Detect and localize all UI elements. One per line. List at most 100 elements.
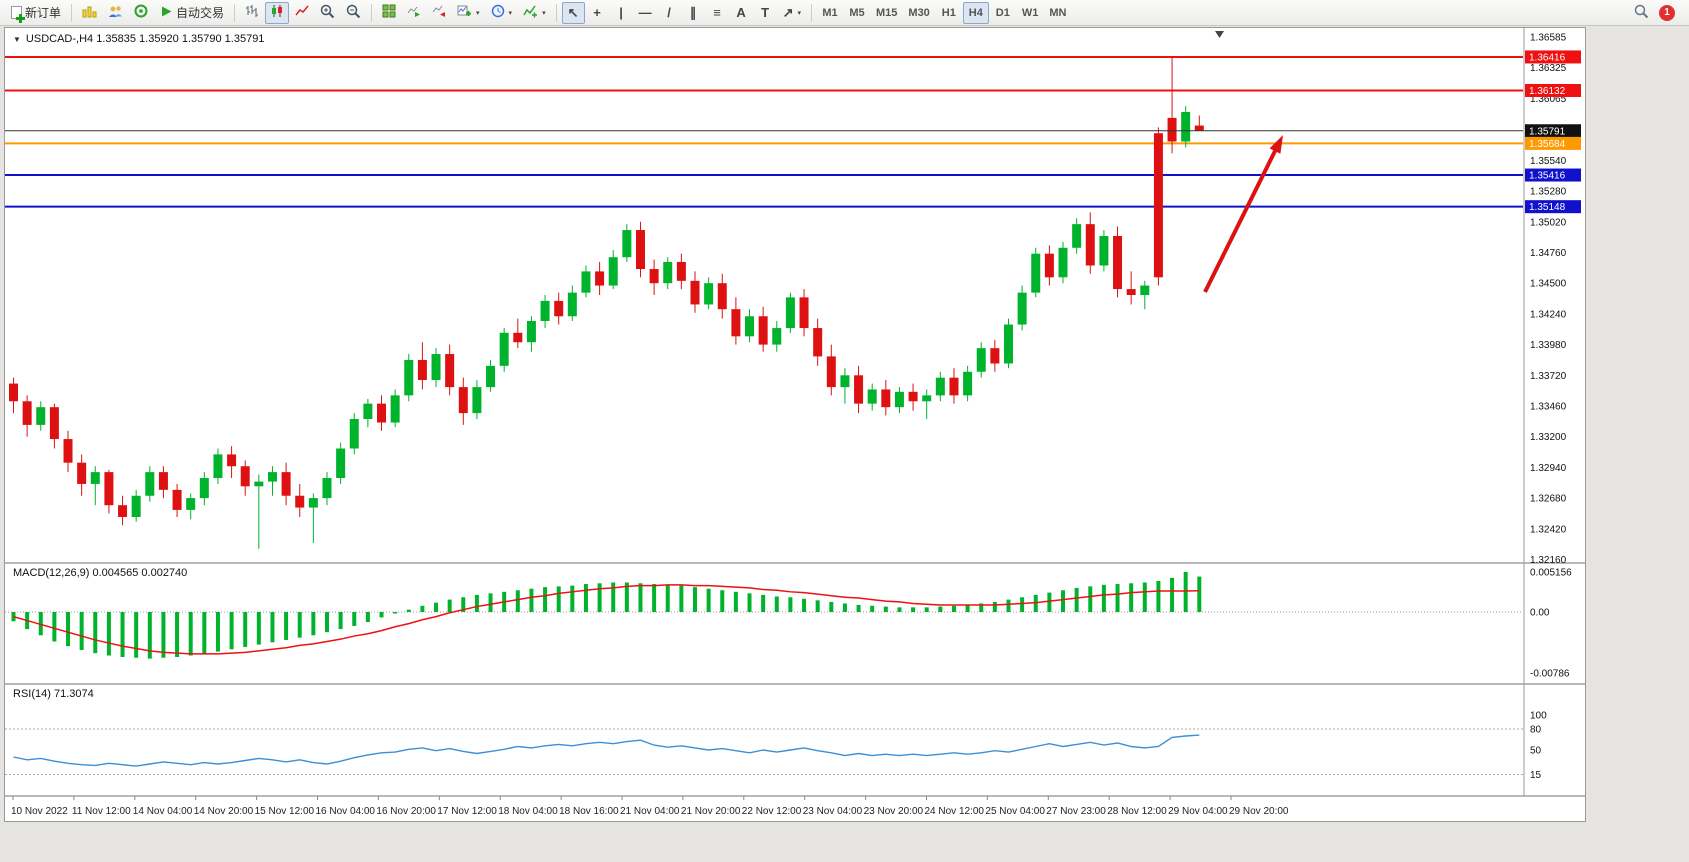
candlestick-chart-icon [270,4,284,21]
candlestick-series [9,56,1204,549]
rsi-label: RSI(14) 71.3074 [13,688,94,700]
time-axis[interactable]: 10 Nov 2022 11 Nov 12:00 14 Nov 04:00 14 No… [11,796,1289,817]
svg-text:1.36132: 1.36132 [1529,86,1566,97]
svg-text:1.33200: 1.33200 [1530,432,1567,443]
period-H4[interactable]: H4 [962,1,989,24]
svg-text:27 Nov 23:00: 27 Nov 23:00 [1046,806,1106,817]
timeframes-button[interactable]: ▾ [486,2,518,24]
autotrading-button[interactable]: 自动交易 [155,2,229,24]
horizontal-line-button[interactable]: — [634,2,657,24]
svg-text:23 Nov 20:00: 23 Nov 20:00 [864,806,924,817]
profiles-button[interactable] [103,2,128,24]
trendline-icon: / [667,5,671,20]
fibonacci-button[interactable]: ≡ [706,2,729,24]
period-MN[interactable]: MN [1049,6,1067,19]
auto-scroll-icon [407,4,421,21]
text-button[interactable]: A [730,2,753,24]
cursor-button[interactable]: ↖ [561,1,585,24]
svg-text:1.34500: 1.34500 [1530,279,1567,290]
price-axis[interactable]: 1.36585 1.36325 1.36065 1.35540 1.35280 1.350… [1530,33,1567,567]
period-M15[interactable]: M15 [876,6,898,19]
svg-text:16 Nov 20:00: 16 Nov 20:00 [376,806,436,817]
line-chart-button[interactable] [290,2,314,24]
svg-text:15 Nov 12:00: 15 Nov 12:00 [255,806,315,817]
period-M1[interactable]: M1 [822,6,838,19]
svg-text:1.33720: 1.33720 [1530,371,1567,382]
charts-button[interactable] [77,2,102,24]
macd-label: MACD(12,26,9) 0.004565 0.002740 [13,567,188,579]
svg-text:11 Nov 12:00: 11 Nov 12:00 [72,806,131,817]
trendline-button[interactable]: / [658,2,681,24]
bar-chart-button[interactable] [240,2,264,24]
chart-canvas[interactable]: 1.36585 1.36325 1.36065 1.35540 1.35280 1.350… [5,28,1585,821]
toolbar-separator [555,3,557,22]
sounds-button[interactable] [129,2,154,24]
chart-shift-button[interactable] [427,2,451,24]
svg-text:14 Nov 20:00: 14 Nov 20:00 [194,806,254,817]
text-label-button[interactable]: T [754,2,777,24]
text-label-icon: T [761,5,770,20]
svg-text:29 Nov 04:00: 29 Nov 04:00 [1168,806,1228,817]
speaker-icon [134,4,149,21]
svg-text:25 Nov 04:00: 25 Nov 04:00 [985,806,1045,817]
svg-text:50: 50 [1530,746,1542,757]
search-button[interactable] [1629,2,1654,24]
tile-windows-icon [382,4,396,21]
panel-separators[interactable] [5,28,1585,797]
svg-text:1.35791: 1.35791 [1529,126,1566,137]
auto-scroll-button[interactable] [402,2,426,24]
new-order-button[interactable]: 新订单 [6,2,66,24]
indicators-button[interactable]: ▾ [518,2,551,24]
channel-icon: ∥ [689,5,697,20]
svg-text:1.32420: 1.32420 [1530,524,1567,535]
period-M30[interactable]: M30 [908,6,930,19]
svg-text:0.00: 0.00 [1530,608,1550,619]
svg-text:1.35148: 1.35148 [1529,202,1566,213]
price-badges: 1.36416 1.36132 1.35791 1.35684 1.35416 1.351… [1525,50,1581,214]
svg-text:1.33460: 1.33460 [1530,402,1567,413]
svg-text:1.33980: 1.33980 [1530,340,1567,351]
notification-badge[interactable]: 1 [1659,4,1675,21]
zoom-out-button[interactable] [341,2,366,24]
period-D1[interactable]: D1 [995,6,1010,19]
chart-window: 1.36585 1.36325 1.36065 1.35540 1.35280 1.350… [4,27,1586,822]
period-H1[interactable]: H1 [941,6,956,19]
arrow-shapes-icon: ↗ [782,5,794,20]
zoom-out-icon [346,4,361,22]
ohlc-header: ▼ USDCAD-,H4 1.35835 1.35920 1.35790 1.3… [13,33,264,45]
chevron-down-icon: ▾ [476,9,480,17]
chevron-down-icon: ▾ [797,9,801,17]
trend-arrow[interactable] [1203,135,1283,293]
svg-text:10 Nov 2022: 10 Nov 2022 [11,806,68,817]
svg-text:1.32680: 1.32680 [1530,494,1567,505]
vertical-line-button[interactable]: | [610,2,633,24]
chevron-down-icon: ▾ [508,9,513,17]
svg-text:17 Nov 12:00: 17 Nov 12:00 [437,806,497,817]
new-chart-button[interactable]: ▾ [452,2,485,24]
candlestick-chart-button[interactable] [265,1,290,24]
svg-text:-0.00786: -0.00786 [1530,669,1570,680]
arrow-shapes-button[interactable]: ↗ ▾ [778,2,806,24]
svg-text:1.35416: 1.35416 [1529,171,1566,182]
svg-text:0.005156: 0.005156 [1530,567,1572,578]
collapse-ohlc-icon[interactable]: ▼ [13,34,21,44]
fibonacci-icon: ≡ [713,5,721,20]
charts-icon [82,4,97,21]
chart-shift-marker[interactable] [1215,31,1224,38]
crosshair-icon: + [593,5,601,20]
period-M5[interactable]: M5 [849,6,865,19]
new-chart-icon [457,4,472,21]
crosshair-button[interactable]: + [586,2,609,24]
horizontal-lines[interactable] [5,55,1523,208]
svg-text:29 Nov 20:00: 29 Nov 20:00 [1229,806,1289,817]
svg-text:1.36065: 1.36065 [1530,94,1567,105]
search-icon [1634,4,1649,22]
channel-button[interactable]: ∥ [682,2,705,24]
macd-indicator: 0.005156 0.00 -0.00786 [5,567,1572,680]
svg-text:1.36416: 1.36416 [1529,52,1566,63]
tile-windows-button[interactable] [377,2,401,24]
zoom-in-button[interactable] [315,2,340,24]
indicators-icon [523,4,538,21]
horizontal-line-icon: — [638,5,652,20]
period-W1[interactable]: W1 [1021,6,1039,19]
